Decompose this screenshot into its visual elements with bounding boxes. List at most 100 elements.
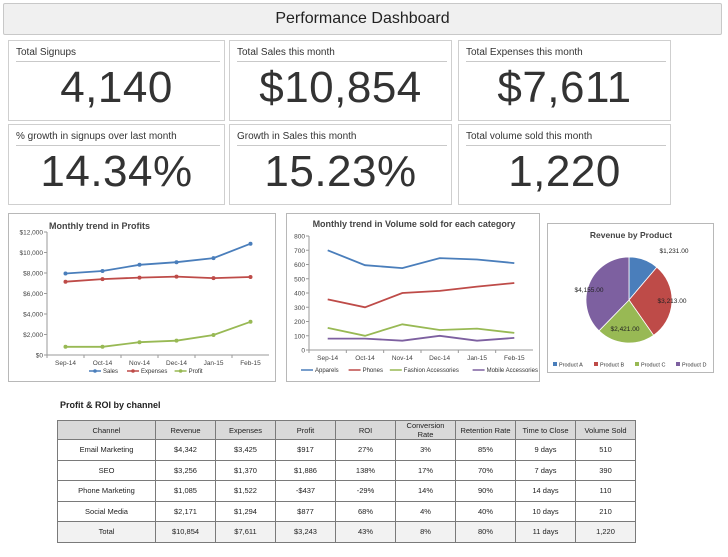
table-cell: 14 days — [515, 480, 576, 502]
revenue-pie-svg: Revenue by Product $1,231.00 $3,213.00 $2,4… — [553, 230, 706, 369]
data-point — [137, 262, 142, 267]
col-header-profit: Profit — [275, 420, 336, 440]
data-point — [63, 279, 68, 284]
table-cell: $3,243 — [275, 521, 336, 543]
table-cell: $877 — [275, 500, 336, 522]
kpi-label: % growth in signups over last month — [16, 131, 177, 142]
table-row: Social Media $2,171 $1,294 $877 68% 4% 4… — [57, 500, 636, 522]
volume-trend-svg: Monthly trend in Volume sold for each ca… — [294, 219, 538, 374]
pie-data-label: $4,155.00 — [575, 287, 604, 294]
table-cell: 11 days — [515, 521, 576, 543]
series-line — [327, 249, 515, 270]
table-cell: 9 days — [515, 439, 576, 461]
legend-label: Mobile Accessories — [487, 368, 538, 374]
table-cell: 138% — [335, 459, 396, 481]
y-tick-label: 100 — [294, 333, 305, 340]
legend-swatch — [594, 362, 598, 366]
legend-label: Product C — [641, 363, 665, 369]
legend-swatch — [553, 362, 557, 366]
pie-slice — [598, 299, 655, 344]
pie-slice — [585, 256, 630, 332]
table-cell: 27% — [335, 439, 396, 461]
kpi-total-signups: Total Signups 4,140 — [8, 40, 225, 121]
table-cell: $917 — [275, 439, 336, 461]
table-cell: $1,886 — [275, 459, 336, 481]
table-cell: 43% — [335, 521, 396, 543]
kpi-value: $7,611 — [497, 63, 632, 112]
data-point — [211, 333, 216, 338]
legend-label: Phones — [363, 368, 383, 374]
roi-table: Channel Revenue Expenses Profit ROI Conv… — [57, 420, 636, 543]
table-cell: 90% — [455, 480, 516, 502]
col-header-retention-rate: Retention Rate — [455, 420, 516, 440]
data-point — [211, 256, 216, 261]
series-line — [327, 323, 515, 337]
legend-marker — [131, 369, 135, 373]
table-cell: $1,294 — [215, 500, 276, 522]
table-cell: Social Media — [57, 500, 156, 522]
kpi-divider — [16, 61, 220, 62]
col-header-channel: Channel — [57, 420, 156, 440]
table-cell: $10,854 — [155, 521, 216, 543]
table-cell: -29% — [335, 480, 396, 502]
table-cell: $1,085 — [155, 480, 216, 502]
x-tick-label: Sep-14 — [317, 355, 338, 362]
kpi-divider — [16, 145, 220, 146]
kpi-value: $10,854 — [259, 63, 422, 112]
data-point — [174, 338, 179, 343]
table-cell: 80% — [455, 521, 516, 543]
y-tick-label: 0 — [301, 348, 305, 355]
dashboard-title: Performance Dashboard — [3, 3, 722, 35]
chart-title: Monthly trend in Profits — [49, 221, 150, 231]
data-point — [100, 268, 105, 273]
table-cell: 3% — [395, 439, 456, 461]
kpi-label: Growth in Sales this month — [237, 131, 357, 142]
kpi-volume-sold: Total volume sold this month 1,220 — [458, 124, 671, 205]
y-tick-label: $12,000 — [20, 230, 44, 237]
table-row: Phone Marketing $1,085 $1,522 -$437 -29%… — [57, 480, 636, 502]
data-point — [174, 274, 179, 279]
kpi-total-expenses: Total Expenses this month $7,611 — [458, 40, 671, 121]
kpi-value: 1,220 — [508, 147, 621, 196]
pie-slice — [628, 266, 673, 336]
pie-data-label: $2,421.00 — [611, 326, 640, 333]
kpi-label: Total Signups — [16, 47, 77, 58]
kpi-divider — [237, 145, 447, 146]
kpi-total-sales: Total Sales this month $10,854 — [229, 40, 452, 121]
legend-label: Product B — [600, 363, 624, 369]
x-tick-label: Nov-14 — [129, 360, 150, 367]
y-tick-label: 700 — [294, 248, 305, 255]
kpi-label: Total volume sold this month — [466, 131, 593, 142]
table-cell: 10 days — [515, 500, 576, 522]
table-cell: $3,256 — [155, 459, 216, 481]
x-tick-label: Dec-14 — [166, 360, 187, 367]
data-point — [137, 275, 142, 280]
data-point — [63, 271, 68, 276]
x-tick-label: Feb-15 — [504, 355, 525, 362]
legend-label: Product A — [559, 363, 583, 369]
data-point — [100, 344, 105, 349]
legend-label: Product D — [682, 363, 706, 369]
kpi-sales-growth: Growth in Sales this month 15.23% — [229, 124, 452, 205]
y-tick-label: 200 — [294, 319, 305, 326]
y-tick-label: $10,000 — [20, 250, 44, 257]
table-cell: 40% — [455, 500, 516, 522]
legend-label: Sales — [103, 369, 118, 375]
kpi-value: 15.23% — [264, 147, 417, 196]
data-point — [63, 344, 68, 349]
table-cell: $3,425 — [215, 439, 276, 461]
series-line — [65, 320, 251, 348]
series-line — [327, 334, 515, 342]
table-cell: $1,370 — [215, 459, 276, 481]
col-header-time-to-close: Time to Close — [515, 420, 576, 440]
table-cell: 510 — [575, 439, 636, 461]
series-line — [327, 282, 515, 309]
table-cell: $7,611 — [215, 521, 276, 543]
chart-title: Monthly trend in Volume sold for each ca… — [313, 219, 516, 229]
y-tick-label: $0 — [36, 353, 44, 360]
table-cell: 4% — [395, 500, 456, 522]
legend-marker — [93, 369, 97, 373]
roi-table-title: Profit & ROI by channel — [60, 400, 161, 410]
kpi-divider — [237, 61, 447, 62]
kpi-divider — [466, 61, 666, 62]
